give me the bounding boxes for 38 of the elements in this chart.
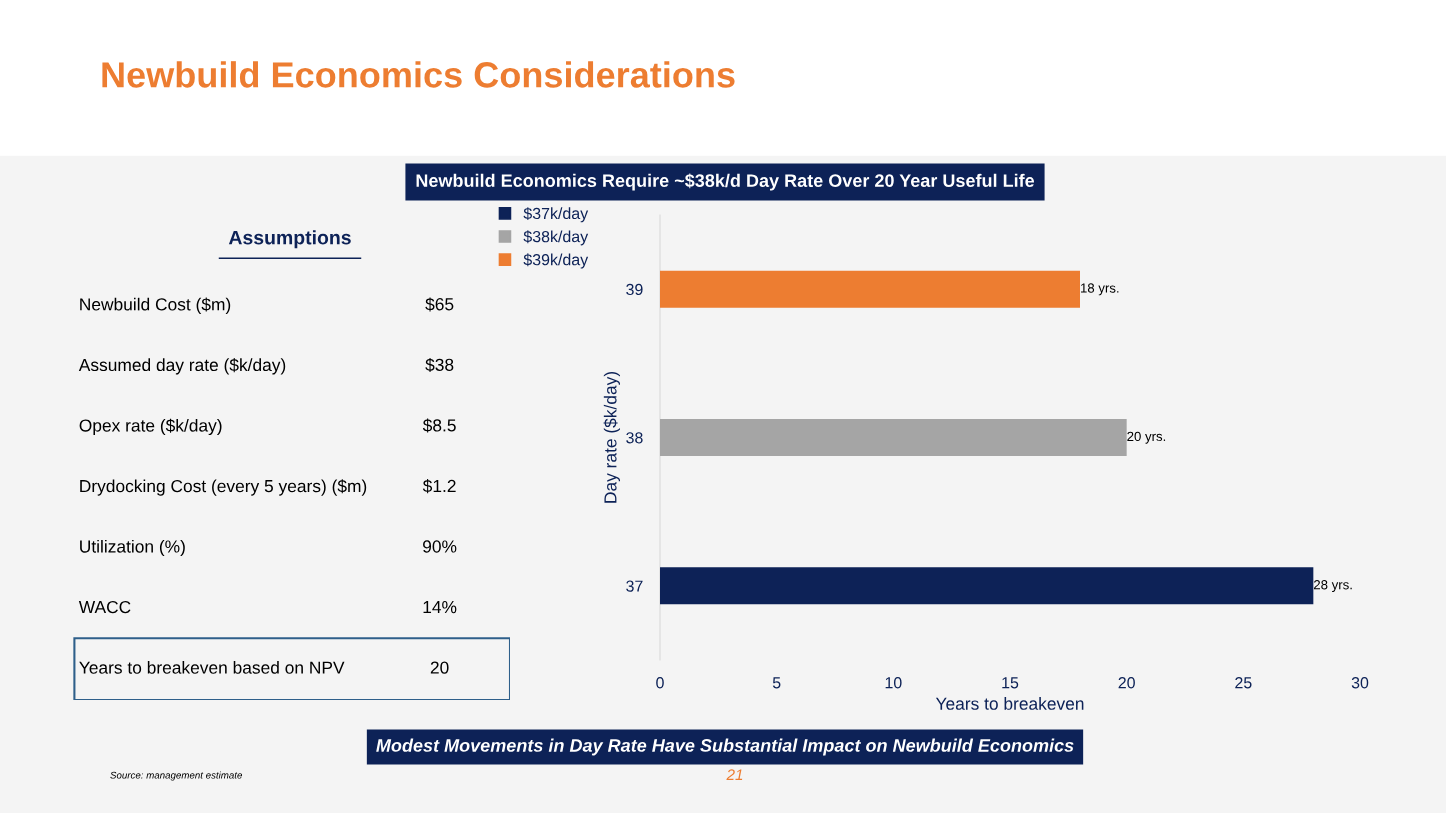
x-tick-label: 5	[772, 677, 781, 689]
y-tick-label: 39	[626, 283, 643, 296]
text: 14%	[423, 601, 457, 614]
data-label: 28 yrs.	[1314, 580, 1352, 592]
category-label: WACC	[78, 600, 131, 614]
text: Modest Movements in Day Rate Have Substantial Impact on Newbuild Economics	[376, 738, 1074, 756]
legend-label: $39k/day	[523, 253, 589, 269]
x-tick-label: 30	[1351, 677, 1369, 689]
text: $65	[425, 297, 454, 312]
y-tick-label: 37	[626, 580, 643, 592]
text: $38	[425, 357, 454, 373]
legend-label: $38k/day	[523, 230, 589, 246]
chart-title: Newbuild Economics Considerations	[102, 61, 735, 88]
x-axis-title: Years to breakeven	[935, 697, 1084, 710]
x-tick-label: 20	[1118, 677, 1135, 689]
data-label: 18 yrs.	[1081, 283, 1119, 296]
category-label: Opex rate ($k/day)	[79, 418, 222, 436]
text: $8.5	[422, 418, 456, 433]
x-tick-label: 10	[885, 677, 902, 689]
text: 21	[726, 769, 743, 780]
x-tick-label: 0	[656, 677, 664, 689]
data-label: 20 yrs.	[1127, 431, 1166, 444]
y-axis-title: Day rate ($k/day)	[603, 372, 621, 503]
text: Assumptions	[228, 230, 351, 249]
chart-subtitle: Newbuild Economics Require ~$38k/d Day Rate Over 20 Year Useful Life	[416, 173, 1035, 191]
category-label: Assumed day rate ($k/day)	[78, 358, 286, 375]
category-label: Utilization (%)	[80, 539, 185, 557]
legend-label: $37k/day	[523, 207, 589, 223]
category-label: Drydocking Cost (every 5 years) ($m)	[80, 479, 367, 496]
text: 90%	[423, 540, 457, 553]
x-tick-label: 15	[1002, 677, 1019, 689]
text: $1.2	[422, 479, 456, 494]
y-tick-label: 38	[626, 432, 643, 444]
category-label: Newbuild Cost ($m)	[80, 297, 231, 314]
x-tick-label: 25	[1235, 677, 1252, 689]
text: 20	[430, 661, 449, 674]
source-note: Source: management estimate	[110, 771, 243, 781]
category-label: Years to breakeven based on NPV	[79, 661, 345, 674]
